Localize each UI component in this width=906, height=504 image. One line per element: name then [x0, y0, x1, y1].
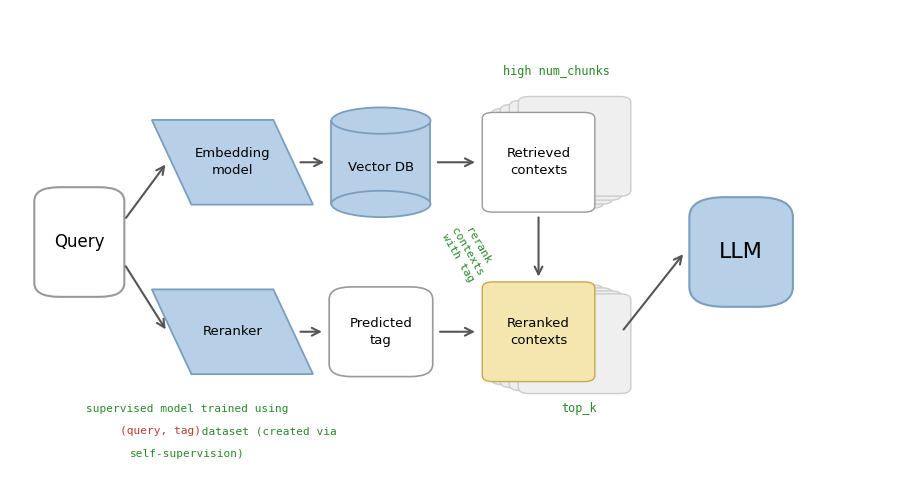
- Ellipse shape: [332, 191, 430, 217]
- FancyBboxPatch shape: [518, 96, 631, 196]
- FancyBboxPatch shape: [491, 285, 603, 385]
- FancyBboxPatch shape: [491, 108, 603, 208]
- FancyBboxPatch shape: [500, 288, 612, 388]
- FancyBboxPatch shape: [518, 294, 631, 394]
- FancyBboxPatch shape: [500, 104, 612, 204]
- Polygon shape: [152, 289, 313, 374]
- FancyBboxPatch shape: [509, 100, 622, 200]
- FancyBboxPatch shape: [509, 291, 622, 391]
- Text: Retrieved
contexts: Retrieved contexts: [506, 147, 571, 177]
- Text: LLM: LLM: [719, 242, 763, 262]
- Text: Query: Query: [54, 233, 104, 251]
- FancyBboxPatch shape: [482, 282, 595, 382]
- Text: Vector DB: Vector DB: [348, 161, 414, 174]
- FancyBboxPatch shape: [482, 112, 595, 212]
- FancyBboxPatch shape: [34, 187, 124, 297]
- Text: Embedding
model: Embedding model: [195, 147, 270, 177]
- Text: top_k: top_k: [561, 402, 597, 414]
- Text: Predicted
tag: Predicted tag: [350, 317, 412, 347]
- Text: self-supervision): self-supervision): [130, 449, 245, 459]
- FancyBboxPatch shape: [329, 287, 433, 376]
- Text: high num_chunks: high num_chunks: [503, 65, 610, 78]
- Text: Reranked
contexts: Reranked contexts: [507, 317, 570, 347]
- FancyBboxPatch shape: [689, 197, 793, 307]
- Bar: [332, 120, 430, 204]
- Ellipse shape: [332, 107, 430, 134]
- Text: dataset (created via: dataset (created via: [195, 426, 336, 436]
- Text: rerank
contexts
with tag: rerank contexts with tag: [439, 220, 496, 284]
- Text: Reranker: Reranker: [202, 325, 263, 338]
- Text: (query, tag): (query, tag): [120, 426, 201, 436]
- Text: supervised model trained using: supervised model trained using: [86, 404, 289, 414]
- Polygon shape: [152, 120, 313, 205]
